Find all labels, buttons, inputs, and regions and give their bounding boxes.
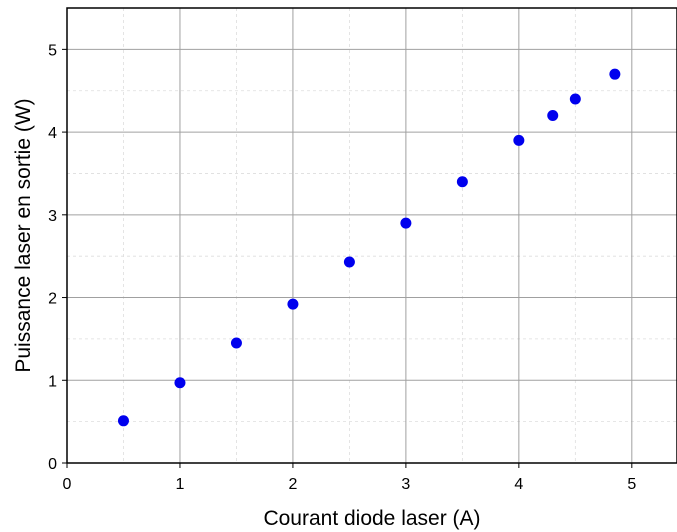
y-tick-label: 1 <box>48 373 57 390</box>
data-point <box>547 110 559 122</box>
y-tick-label: 3 <box>48 208 57 225</box>
data-points <box>117 68 621 427</box>
data-point <box>513 134 525 146</box>
data-point <box>569 93 581 105</box>
x-axis-label: Courant diode laser (A) <box>263 507 480 530</box>
x-tick-label: 5 <box>627 476 636 493</box>
x-tick-label: 2 <box>288 476 297 493</box>
y-tick-label: 2 <box>48 291 57 308</box>
data-point <box>117 415 129 427</box>
data-point <box>609 68 621 80</box>
y-tick-label: 0 <box>48 456 57 473</box>
data-point <box>343 256 355 268</box>
data-point <box>400 217 412 229</box>
data-point <box>287 298 299 310</box>
x-tick-label: 1 <box>176 476 185 493</box>
major-grid <box>67 8 677 463</box>
y-axis-label: Puissance laser en sortie (W) <box>12 98 35 372</box>
data-point <box>456 176 468 188</box>
y-tick-label: 4 <box>48 125 57 142</box>
x-tick-label: 0 <box>63 476 72 493</box>
data-point <box>230 337 242 349</box>
x-tick-label: 4 <box>514 476 523 493</box>
data-point <box>174 377 186 389</box>
plot-frame <box>66 7 677 464</box>
minor-grid <box>67 8 677 463</box>
y-tick-label: 5 <box>48 42 57 59</box>
x-axis-ticks: 0 1 2 3 4 5 <box>63 463 636 493</box>
y-axis-ticks: 0 1 2 3 4 5 <box>48 42 67 473</box>
x-tick-label: 3 <box>401 476 410 493</box>
